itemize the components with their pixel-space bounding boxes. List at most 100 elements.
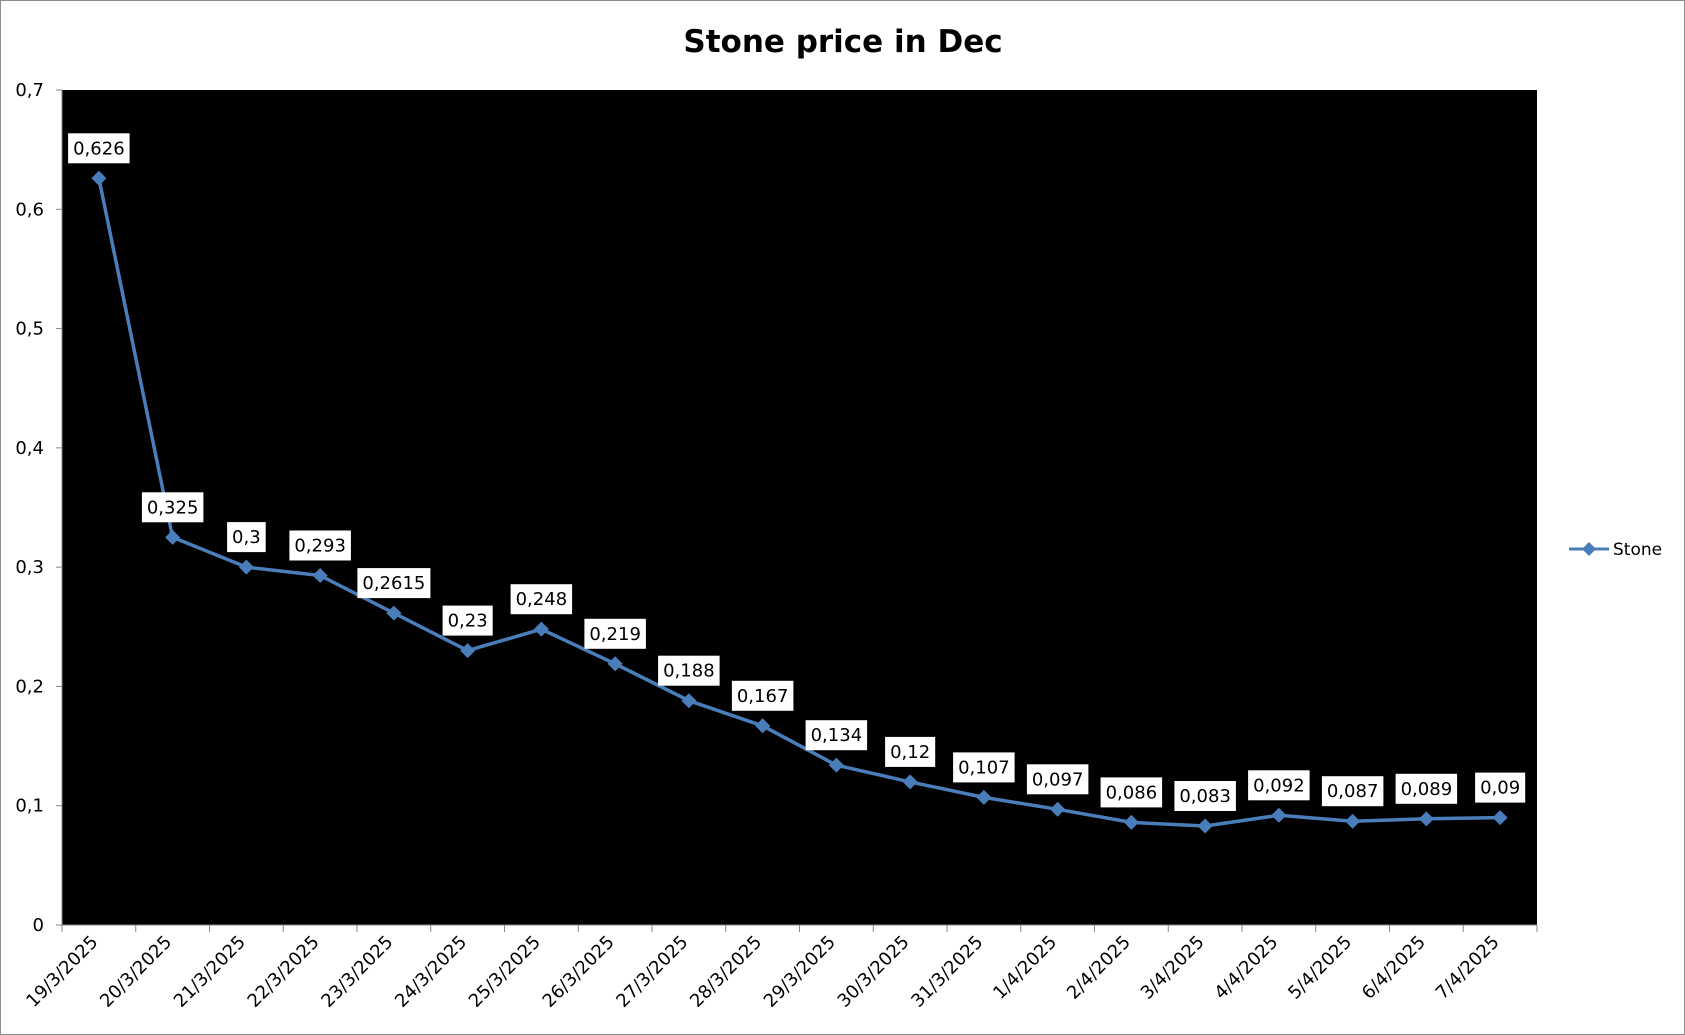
data-label-box	[1475, 772, 1526, 803]
series-layer	[91, 170, 1508, 834]
data-labels: 0,626 0,325 0,3 0,293 0,2615 0,23 0,248 0,219 0,…	[68, 133, 1526, 811]
data-point-marker	[1271, 807, 1287, 823]
chart-title: Stone price in Dec	[683, 24, 1002, 60]
data-label-text: 0,086	[1106, 782, 1158, 803]
y-tick-label: 0,4	[15, 438, 44, 459]
data-point-marker	[460, 643, 476, 659]
data-point-marker	[312, 567, 328, 583]
y-tick-label: 0,6	[15, 199, 44, 220]
data-label-box	[1248, 770, 1310, 801]
x-tick-label: 25/3/2025	[465, 932, 545, 1012]
data-label-box	[1100, 777, 1163, 808]
y-tick-label: 0,2	[15, 676, 44, 697]
data-label-box	[658, 655, 720, 686]
x-tick-label: 4/4/2025	[1210, 932, 1282, 1004]
data-point-marker	[1492, 810, 1508, 826]
data-label: 0,087	[1321, 776, 1384, 807]
data-point-marker	[755, 718, 771, 734]
data-label: 0,2615	[357, 568, 431, 599]
data-point-marker	[681, 693, 697, 709]
data-label-text: 0,087	[1327, 781, 1379, 802]
data-point-marker	[386, 605, 402, 621]
data-label-text: 0,248	[516, 589, 568, 610]
x-tick-label: 29/3/2025	[760, 932, 840, 1012]
data-label-box	[1321, 776, 1384, 807]
x-tick-label: 1/4/2025	[989, 932, 1061, 1004]
data-label-text: 0,167	[737, 686, 789, 707]
data-label: 0,167	[731, 680, 794, 711]
data-label-box	[885, 736, 936, 767]
data-point-marker	[902, 774, 918, 790]
y-tick-label: 0,7	[15, 80, 44, 101]
data-label: 0,134	[805, 720, 868, 751]
data-label: 0,107	[953, 752, 1015, 783]
data-point-marker	[828, 757, 844, 773]
data-point-marker	[1418, 811, 1434, 827]
data-label-text: 0,23	[448, 611, 488, 632]
data-label: 0,097	[1026, 764, 1089, 795]
data-label: 0,23	[442, 605, 493, 636]
data-label-text: 0,3	[232, 527, 261, 548]
data-label: 0,3	[227, 522, 266, 553]
data-point-marker	[91, 170, 107, 186]
data-point-marker	[607, 656, 623, 672]
data-label-text: 0,188	[663, 661, 715, 682]
data-label-box	[731, 680, 794, 711]
data-point-marker	[238, 559, 254, 575]
data-label-box	[1026, 764, 1089, 795]
x-tick-label: 5/4/2025	[1284, 932, 1356, 1004]
data-label-text: 0,092	[1253, 775, 1305, 796]
data-label-box	[357, 568, 431, 599]
data-point-marker	[976, 789, 992, 805]
data-label-text: 0,134	[811, 725, 863, 746]
x-tick-label: 3/4/2025	[1137, 932, 1209, 1004]
legend-label: Stone	[1613, 540, 1662, 560]
data-label-box	[289, 530, 351, 561]
data-label: 0,188	[658, 655, 720, 686]
x-tick-label: 23/3/2025	[317, 932, 397, 1012]
data-label-text: 0,2615	[362, 573, 425, 594]
data-label-box	[227, 522, 266, 553]
data-label-text: 0,12	[890, 742, 930, 763]
data-label-text: 0,089	[1401, 779, 1453, 800]
x-tick-label: 27/3/2025	[612, 932, 692, 1012]
x-tick-label: 26/3/2025	[539, 932, 619, 1012]
data-point-marker	[1345, 813, 1361, 829]
data-label-box	[953, 752, 1015, 783]
data-label-text: 0,626	[73, 138, 125, 159]
x-tick-label: 6/4/2025	[1358, 932, 1430, 1004]
data-label-text: 0,219	[589, 624, 641, 645]
data-label: 0,325	[141, 492, 204, 523]
data-label: 0,219	[584, 618, 646, 649]
x-tick-label: 22/3/2025	[244, 932, 324, 1012]
plot-area	[62, 90, 1537, 925]
data-label-box	[1174, 781, 1236, 811]
data-label-text: 0,325	[147, 497, 199, 518]
data-label-box	[141, 492, 204, 523]
data-label-box	[805, 720, 868, 751]
data-label-text: 0,083	[1179, 786, 1231, 807]
x-tick-label: 20/3/2025	[96, 932, 176, 1012]
x-tick-label: 24/3/2025	[391, 932, 471, 1012]
data-label: 0,626	[68, 133, 130, 164]
data-label-text: 0,107	[958, 757, 1010, 778]
data-point-marker	[165, 529, 181, 545]
x-tick-label: 2/4/2025	[1063, 932, 1135, 1004]
data-label: 0,089	[1395, 773, 1458, 804]
data-label: 0,092	[1248, 770, 1310, 801]
data-point-marker	[1123, 814, 1139, 830]
data-point-marker	[533, 621, 549, 637]
data-label: 0,12	[885, 736, 936, 767]
y-tick-label: 0,5	[15, 319, 44, 340]
data-label-box	[68, 133, 130, 164]
x-tick-label: 21/3/2025	[170, 932, 250, 1012]
data-label: 0,293	[289, 530, 351, 561]
data-label-box	[442, 605, 493, 636]
x-tick-label: 19/3/2025	[22, 932, 102, 1012]
y-tick-label: 0,3	[15, 557, 44, 578]
data-label: 0,09	[1475, 772, 1526, 803]
x-tick-label: 28/3/2025	[686, 932, 766, 1012]
data-label-text: 0,09	[1480, 778, 1520, 799]
